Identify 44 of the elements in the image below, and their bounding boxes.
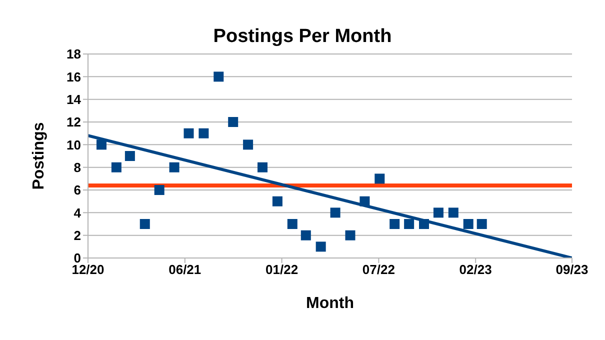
x-tick-label: 06/21 bbox=[168, 262, 202, 278]
point bbox=[316, 242, 326, 252]
point bbox=[96, 140, 106, 150]
point bbox=[390, 219, 400, 229]
y-axis-title: Postings bbox=[30, 122, 48, 190]
point bbox=[243, 140, 254, 150]
point bbox=[433, 208, 444, 218]
point bbox=[258, 162, 268, 172]
point bbox=[140, 219, 150, 229]
x-tick-label: 02/23 bbox=[459, 262, 492, 278]
point bbox=[360, 196, 370, 206]
x-tick-label: 01/22 bbox=[266, 262, 298, 278]
point bbox=[198, 128, 209, 138]
y-tick-label: 18 bbox=[66, 46, 81, 62]
y-tick-label: 16 bbox=[66, 69, 81, 84]
y-tick-label: 10 bbox=[66, 137, 81, 152]
point bbox=[169, 162, 180, 172]
point bbox=[214, 72, 224, 82]
point bbox=[476, 219, 487, 229]
y-tick-label: 2 bbox=[74, 228, 81, 243]
y-tick-label: 14 bbox=[66, 92, 82, 107]
x-axis-title: Month bbox=[306, 295, 354, 312]
point bbox=[404, 219, 414, 229]
point bbox=[111, 162, 122, 172]
point bbox=[154, 185, 164, 195]
point bbox=[345, 230, 356, 240]
point bbox=[419, 219, 430, 229]
point bbox=[272, 196, 282, 206]
y-tick-label: 12 bbox=[66, 114, 81, 130]
x-tick-label: 09/23 bbox=[556, 262, 588, 278]
x-tick-label: 07/22 bbox=[362, 262, 395, 278]
point bbox=[448, 208, 458, 218]
y-tick-label: 4 bbox=[74, 205, 82, 220]
chart-title: Postings Per Month bbox=[212, 26, 393, 48]
point bbox=[287, 219, 298, 229]
point bbox=[300, 230, 311, 240]
y-tick-label: 6 bbox=[74, 182, 81, 198]
point bbox=[184, 128, 194, 138]
point bbox=[463, 219, 474, 229]
y-tick-label: 8 bbox=[74, 160, 81, 175]
point bbox=[228, 117, 238, 127]
point bbox=[374, 174, 385, 184]
point bbox=[124, 151, 135, 161]
point bbox=[330, 208, 340, 218]
